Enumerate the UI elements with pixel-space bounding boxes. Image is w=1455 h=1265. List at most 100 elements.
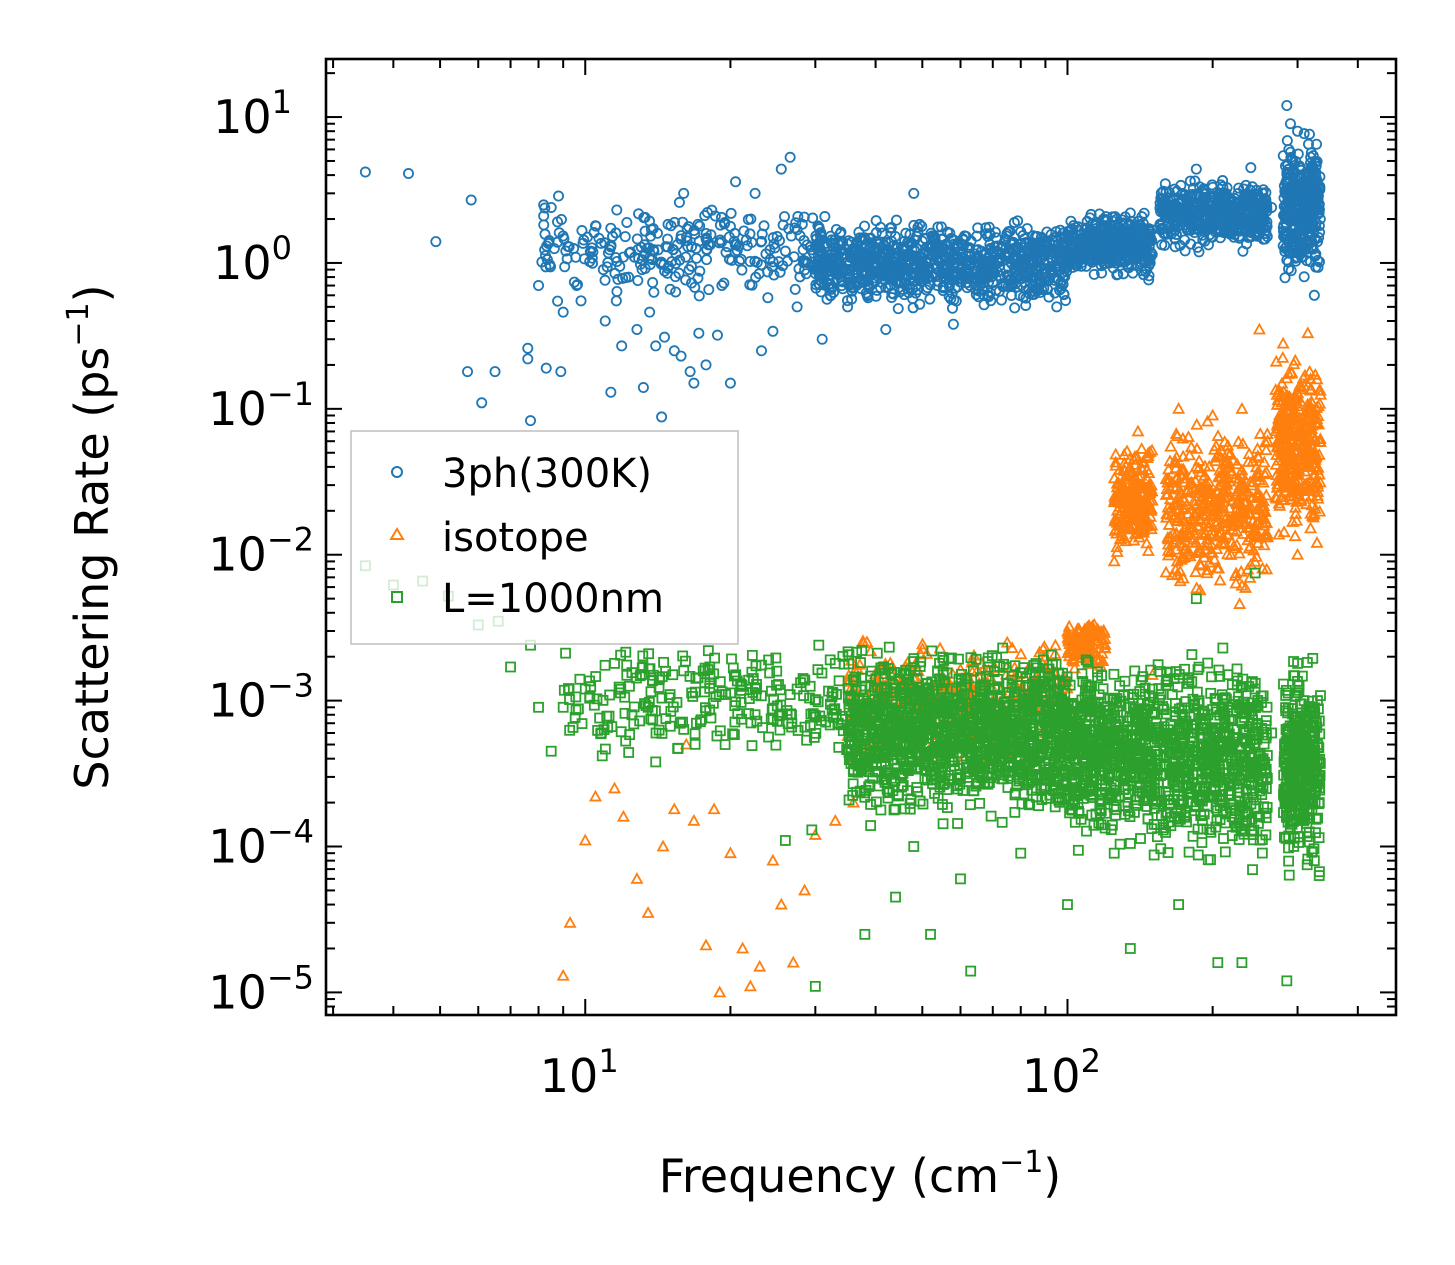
point-3ph-band bbox=[1312, 190, 1324, 202]
point-isotope-band bbox=[1269, 424, 1283, 437]
point-isotope-band bbox=[1014, 647, 1028, 660]
point-3ph-band bbox=[1205, 194, 1217, 206]
point-isotope-band bbox=[1174, 552, 1188, 565]
point-3ph-band bbox=[762, 292, 774, 304]
point-3ph-band bbox=[543, 234, 555, 246]
point-3ph bbox=[462, 366, 474, 378]
point-3ph-band bbox=[645, 224, 657, 236]
point-3ph-band bbox=[576, 225, 588, 237]
point-isotope-band bbox=[1109, 458, 1123, 471]
point-3ph-band bbox=[912, 226, 924, 238]
point-isotope-band bbox=[1201, 414, 1215, 427]
point-3ph-band bbox=[1140, 266, 1152, 278]
point-3ph-band bbox=[949, 282, 961, 294]
point-3ph-band bbox=[1311, 138, 1323, 150]
point-3ph-band bbox=[1193, 246, 1205, 258]
point-isotope-band bbox=[1068, 661, 1082, 674]
point-isotope-band bbox=[1240, 521, 1254, 533]
point-3ph-band bbox=[559, 261, 571, 273]
point-isotope-band bbox=[1113, 507, 1128, 519]
point-3ph bbox=[1292, 125, 1304, 137]
point-3ph-band bbox=[1031, 263, 1043, 275]
point-isotope-band bbox=[1288, 529, 1302, 542]
point-3ph-band bbox=[892, 303, 904, 315]
point-3ph-band bbox=[791, 224, 803, 236]
point-isotope-band bbox=[1204, 509, 1218, 521]
point-3ph bbox=[538, 210, 550, 222]
point-3ph-band bbox=[982, 230, 994, 242]
point-3ph-band bbox=[750, 271, 762, 283]
point-3ph-band bbox=[683, 264, 695, 276]
point-isotope-band bbox=[1250, 502, 1264, 515]
point-3ph-band bbox=[790, 217, 802, 229]
point-3ph-band bbox=[1312, 194, 1324, 206]
point-isotope-band bbox=[1173, 574, 1187, 587]
point-3ph-band bbox=[1282, 226, 1294, 238]
point-3ph-band bbox=[1182, 191, 1194, 203]
point-isotope-band bbox=[1221, 485, 1235, 498]
point-isotope-band bbox=[1190, 581, 1204, 594]
point-isotope-band bbox=[1123, 492, 1137, 505]
point-3ph-band bbox=[740, 234, 752, 246]
point-3ph-band bbox=[1053, 274, 1065, 286]
point-3ph-band bbox=[1288, 206, 1300, 218]
point-3ph-band bbox=[1310, 160, 1322, 172]
point-isotope-band bbox=[1169, 427, 1183, 439]
point-isotope-band bbox=[1312, 383, 1327, 396]
point-isotope-band bbox=[1256, 494, 1270, 507]
point-3ph-band bbox=[864, 243, 876, 255]
point-isotope-band bbox=[1217, 509, 1231, 521]
point-3ph bbox=[465, 194, 477, 206]
point-3ph-band bbox=[1182, 204, 1194, 216]
point-isotope-band bbox=[1181, 430, 1195, 442]
point-3ph bbox=[675, 350, 687, 362]
point-isotope-band bbox=[1073, 647, 1087, 659]
point-3ph-band bbox=[1159, 178, 1171, 190]
point-3ph bbox=[791, 301, 803, 313]
point-isotope-band bbox=[1164, 545, 1178, 558]
point-3ph-band bbox=[1205, 218, 1217, 230]
point-3ph-band bbox=[1309, 201, 1321, 213]
point-isotope-band bbox=[1173, 529, 1187, 541]
point-3ph-band bbox=[762, 266, 774, 278]
point-3ph-band bbox=[1102, 238, 1114, 250]
point-3ph-band bbox=[835, 226, 847, 238]
point-3ph-band bbox=[862, 279, 874, 291]
point-isotope-band bbox=[1202, 519, 1216, 532]
point-isotope-band bbox=[1131, 522, 1145, 535]
point-3ph-band bbox=[1159, 239, 1171, 251]
point-3ph-band bbox=[1010, 242, 1022, 254]
point-3ph-band bbox=[863, 248, 875, 260]
point-isotope-band bbox=[1200, 566, 1214, 579]
point-3ph bbox=[430, 236, 442, 248]
point-3ph-band bbox=[639, 262, 651, 274]
point-isotope-band bbox=[1086, 644, 1100, 657]
point-3ph-band bbox=[853, 226, 865, 238]
point-3ph-band bbox=[1179, 245, 1191, 257]
point-isotope-band bbox=[1194, 558, 1208, 571]
point-3ph-band bbox=[670, 286, 682, 298]
point-isotope-band bbox=[1183, 485, 1197, 498]
point-3ph-band bbox=[978, 299, 990, 311]
point-3ph-band bbox=[870, 227, 882, 239]
point-3ph-band bbox=[813, 240, 825, 252]
point-3ph-band bbox=[889, 230, 901, 242]
point-isotope-band bbox=[1285, 458, 1299, 470]
point-isotope-band bbox=[1202, 459, 1216, 472]
point-3ph-band bbox=[1021, 252, 1033, 264]
point-3ph-band bbox=[1070, 221, 1082, 233]
point-isotope-band bbox=[1211, 429, 1225, 441]
point-isotope-band bbox=[1109, 493, 1123, 505]
point-3ph-band bbox=[815, 234, 827, 246]
point-3ph bbox=[1308, 289, 1320, 301]
point-isotope-band bbox=[1189, 536, 1203, 548]
point-3ph-band bbox=[876, 227, 888, 239]
point-3ph bbox=[730, 176, 742, 188]
point-isotope-band bbox=[1258, 515, 1272, 528]
point-isotope-band bbox=[1218, 435, 1232, 447]
point-3ph-band bbox=[670, 248, 682, 260]
point-3ph-band bbox=[633, 252, 645, 264]
point-isotope-band bbox=[1239, 495, 1253, 507]
point-3ph-band bbox=[729, 227, 741, 239]
point-3ph-band bbox=[815, 227, 827, 239]
